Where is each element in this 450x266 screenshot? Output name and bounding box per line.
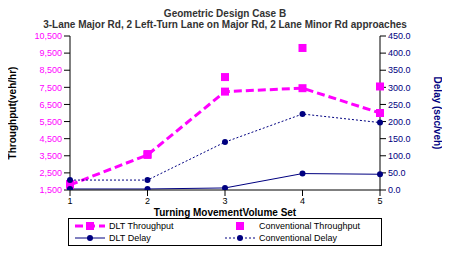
html-text:Conventional Throughput: Conventional Throughput [259,221,360,231]
svg-text:Throughput(veh/hr): Throughput(veh/hr) [8,67,18,160]
svg-text:200.0: 200.0 [388,117,411,127]
svg-text:300.0: 300.0 [388,83,411,93]
svg-text:50.0: 50.0 [388,168,406,178]
html-text:Conventional Delay: Conventional Delay [259,233,337,243]
svg-text:0.0: 0.0 [388,185,401,195]
svg-text:150.0: 150.0 [388,134,411,144]
svg-text:3: 3 [222,196,227,206]
svg-text:Delay (sec/veh): Delay (sec/veh) [432,77,442,150]
html-text:Geometric Design Case B: Geometric Design Case B [163,8,287,19]
svg-text:1,500: 1,500 [39,185,62,195]
svg-text:450.0: 450.0 [388,31,411,41]
svg-text:400.0: 400.0 [388,48,411,58]
html-text:3-Lane Major Rd, 2 Left-Turn L: 3-Lane Major Rd, 2 Left-Turn Lane on Maj… [43,19,407,30]
html-text:DLT Throughput: DLT Throughput [109,221,174,231]
svg-text:350.0: 350.0 [388,65,411,75]
svg-text:8,500: 8,500 [39,65,62,75]
svg-text:2,500: 2,500 [39,168,62,178]
svg-text:5,500: 5,500 [39,117,62,127]
svg-text:4,500: 4,500 [39,134,62,144]
svg-text:2: 2 [145,196,150,206]
svg-text:250.0: 250.0 [388,100,411,110]
svg-text:Turning MovementVolume Set: Turning MovementVolume Set [154,207,297,218]
svg-text:1: 1 [67,196,72,206]
svg-text:100.0: 100.0 [388,151,411,161]
svg-text:6,500: 6,500 [39,100,62,110]
html-text:DLT Delay: DLT Delay [109,233,151,243]
svg-text:10,500: 10,500 [34,31,62,41]
svg-text:7,500: 7,500 [39,83,62,93]
svg-text:5: 5 [377,196,382,206]
svg-text:3,500: 3,500 [39,151,62,161]
svg-text:9,500: 9,500 [39,48,62,58]
svg-text:4: 4 [300,196,305,206]
